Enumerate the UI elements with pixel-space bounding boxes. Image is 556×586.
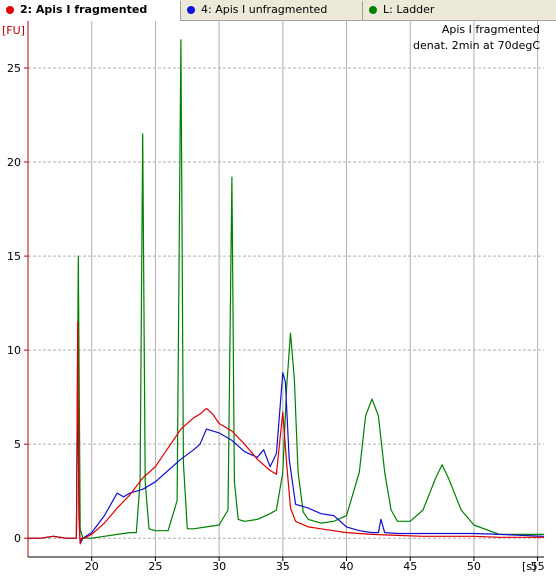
- y-tick-label: 10: [7, 344, 21, 357]
- tab-sample-4[interactable]: 4: Apis I unfragmented: [181, 0, 362, 21]
- ladder-color-dot-icon: [369, 6, 377, 14]
- x-tick-label: 25: [148, 560, 162, 573]
- electropherogram-chart: 20 25 30 35 40 45 50 55 0 5 10 15 20 25 [FU] [s] Apis…: [2, 21, 545, 573]
- x-tick-label: 30: [212, 560, 226, 573]
- sample-4-color-dot-icon: [187, 6, 195, 14]
- tab-divider: [362, 1, 363, 20]
- series-lines: [28, 39, 545, 545]
- x-tick-label: 20: [85, 560, 99, 573]
- y-tick-label: 15: [7, 250, 21, 263]
- sample-tab-bar: 2: Apis I fragmented 4: Apis I unfragmen…: [0, 0, 556, 21]
- y-tick-label: 25: [7, 62, 21, 75]
- y-tick-label: 5: [14, 438, 21, 451]
- series-line-apis-fragmented: [28, 321, 544, 545]
- x-tick-label: 35: [276, 560, 290, 573]
- axes: [24, 21, 544, 561]
- annotation-line-2: denat. 2min at 70degC: [413, 39, 540, 52]
- y-axis-unit-label: [FU]: [2, 24, 25, 37]
- x-tick-label: 40: [340, 560, 354, 573]
- y-tick-label: 0: [14, 532, 21, 545]
- x-tick-label: 50: [467, 560, 481, 573]
- tab-label: 2: Apis I fragmented: [20, 3, 148, 16]
- x-axis-unit-label: [s]: [522, 560, 536, 573]
- tab-label: 4: Apis I unfragmented: [201, 3, 328, 16]
- grid-lines: [28, 21, 544, 557]
- x-tick-label: 55: [531, 560, 545, 573]
- tab-sample-2[interactable]: 2: Apis I fragmented: [0, 0, 180, 21]
- tab-divider: [180, 1, 181, 20]
- tab-label: L: Ladder: [383, 3, 435, 16]
- x-tick-label: 45: [403, 560, 417, 573]
- series-line-apis-unfragmented: [28, 372, 545, 545]
- annotation-line-1: Apis I fragmented: [442, 23, 540, 36]
- sample-2-color-dot-icon: [6, 6, 14, 14]
- tab-ladder[interactable]: L: Ladder: [363, 0, 556, 21]
- tick-labels: 20 25 30 35 40 45 50 55 0 5 10 15 20 25: [7, 62, 545, 573]
- series-line-ladder: [28, 39, 544, 539]
- y-tick-label: 20: [7, 156, 21, 169]
